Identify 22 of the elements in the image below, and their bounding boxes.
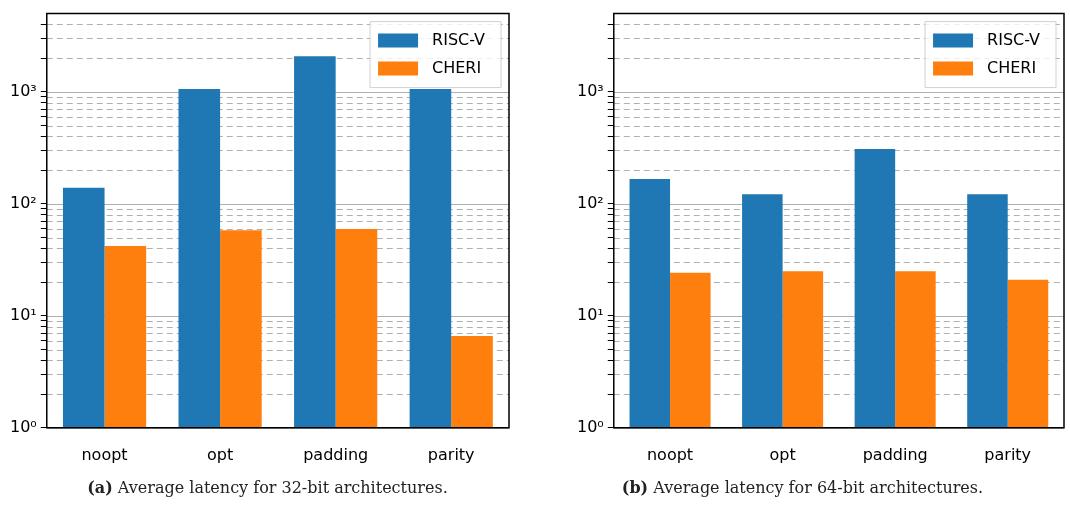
y-tick-label: 10¹ bbox=[576, 304, 604, 324]
x-tick-label: padding bbox=[303, 444, 369, 464]
legend-label: CHERI bbox=[987, 57, 1037, 77]
x-tick-label: opt bbox=[207, 444, 234, 464]
y-tick-label: 10⁰ bbox=[576, 416, 604, 436]
legend-label: CHERI bbox=[432, 57, 482, 77]
legend-label: RISC-V bbox=[432, 29, 486, 49]
text: (b) Average latency for 64-bit architectures. bbox=[620, 478, 985, 497]
y-tick-label: 10³ bbox=[9, 81, 37, 101]
x-tick-label: opt bbox=[769, 444, 796, 464]
x-tick-label: parity bbox=[427, 444, 475, 464]
y-tick-label: 10² bbox=[9, 193, 37, 212]
legend-label: RISC-V bbox=[987, 29, 1041, 49]
y-tick-label: 10² bbox=[576, 193, 604, 212]
x-tick-label: padding bbox=[862, 444, 928, 464]
x-tick-label: noopt bbox=[646, 444, 694, 464]
x-tick-label: noopt bbox=[81, 444, 128, 464]
y-tick-label: 10⁰ bbox=[9, 416, 37, 436]
text: (a) Average latency for 32-bit architectures. bbox=[86, 478, 449, 497]
y-tick-label: 10¹ bbox=[9, 304, 37, 324]
x-tick-label: parity bbox=[984, 444, 1032, 464]
y-tick-label: 10³ bbox=[576, 81, 604, 101]
